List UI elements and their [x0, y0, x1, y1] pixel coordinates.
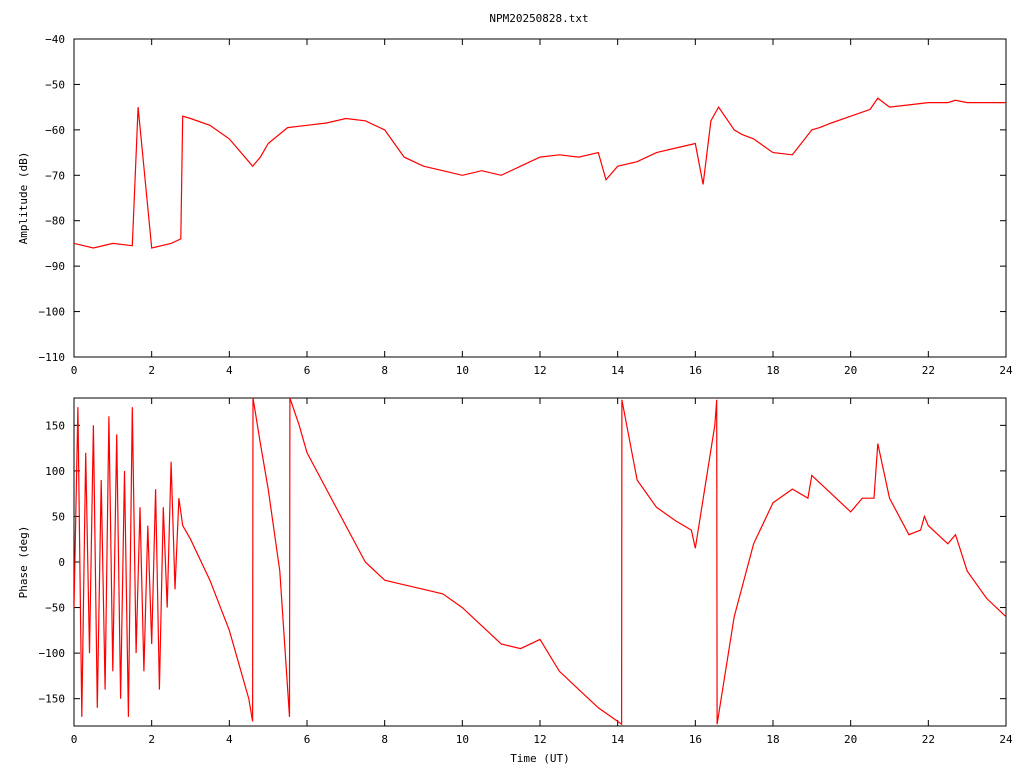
phase-x-tick-label: 8 [381, 733, 388, 746]
amplitude-x-tick-label: 2 [148, 364, 155, 377]
amplitude-series-line [74, 97, 1006, 249]
amplitude-x-tick-label: 0 [71, 364, 78, 377]
amplitude-y-tick-label: −50 [45, 78, 65, 91]
amplitude-x-tick-label: 24 [999, 364, 1013, 377]
amplitude-x-tick-label: 14 [611, 364, 625, 377]
phase-y-tick-label: 150 [45, 419, 65, 432]
phase-x-tick-label: 10 [456, 733, 469, 746]
amplitude-y-tick-label: −70 [45, 169, 65, 182]
amplitude-x-tick-label: 10 [456, 364, 469, 377]
phase-x-axis-label: Time (UT) [510, 752, 570, 765]
phase-x-tick-label: 16 [689, 733, 702, 746]
phase-x-tick-label: 12 [533, 733, 546, 746]
amplitude-plot: 0 2 4 6 8 10 12 14 16 18 20 22 24−110−100−90−80−70−6… [17, 33, 1013, 377]
phase-x-tick-label: 24 [999, 733, 1013, 746]
phase-y-tick-label: 100 [45, 465, 65, 478]
phase-series-line [74, 398, 1006, 726]
amplitude-y-tick-label: −60 [45, 124, 65, 137]
phase-x-tick-label: 4 [226, 733, 233, 746]
amplitude-y-axis-label: Amplitude (dB) [17, 152, 30, 245]
amplitude-x-tick-label: 6 [304, 364, 311, 377]
phase-y-tick-label: −150 [39, 693, 66, 706]
phase-x-tick-label: 2 [148, 733, 155, 746]
phase-y-axis-label: Phase (deg) [17, 526, 30, 599]
phase-x-tick-label: 22 [922, 733, 935, 746]
phase-x-tick-label: 0 [71, 733, 78, 746]
amplitude-y-tick-label: −100 [39, 306, 66, 319]
amplitude-y-tick-label: −90 [45, 260, 65, 273]
phase-x-tick-label: 18 [766, 733, 779, 746]
amplitude-y-tick-label: −80 [45, 215, 65, 228]
chart-title: NPM20250828.txt [489, 12, 588, 25]
phase-x-tick-label: 14 [611, 733, 625, 746]
amplitude-x-tick-label: 4 [226, 364, 233, 377]
amplitude-x-tick-label: 16 [689, 364, 702, 377]
amplitude-x-tick-label: 22 [922, 364, 935, 377]
amplitude-x-tick-label: 20 [844, 364, 857, 377]
amplitude-y-tick-label: −110 [39, 351, 66, 364]
phase-plot: 0 2 4 6 8 10 12 14 16 18 20 22 24−150−100−5005010015… [17, 397, 1013, 765]
phase-x-tick-label: 6 [304, 733, 311, 746]
phase-y-tick-label: 0 [58, 556, 65, 569]
amplitude-x-tick-label: 12 [533, 364, 546, 377]
amplitude-x-tick-label: 8 [381, 364, 388, 377]
amplitude-x-tick-label: 18 [766, 364, 779, 377]
phase-y-tick-label: −100 [39, 647, 66, 660]
amplitude-y-tick-label: −40 [45, 33, 65, 46]
phase-x-tick-label: 20 [844, 733, 857, 746]
phase-y-tick-label: −50 [45, 602, 65, 615]
phase-y-tick-label: 50 [52, 510, 65, 523]
